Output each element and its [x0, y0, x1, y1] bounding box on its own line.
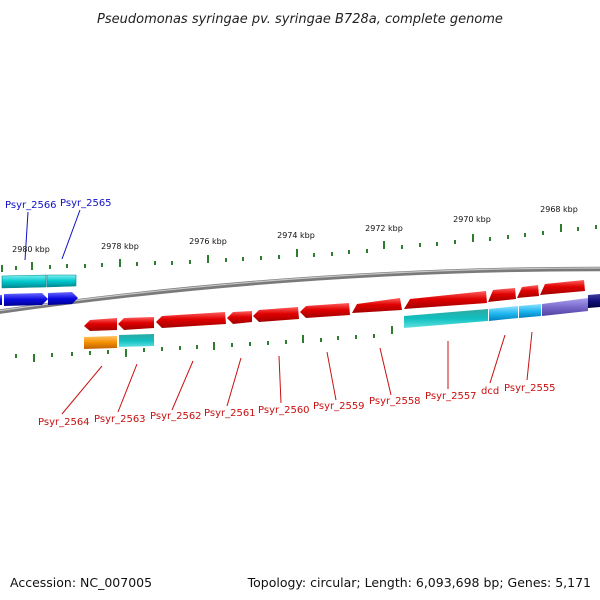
gene-red-c[interactable]	[488, 288, 516, 302]
gene-label-psyr-2560: Psyr_2560	[258, 405, 310, 416]
gene-label-psyr-2559: Psyr_2559	[313, 401, 365, 412]
gene-psyr-2562[interactable]	[156, 312, 226, 328]
upper-strand-genes	[0, 274, 600, 328]
gene-red-d[interactable]	[517, 285, 539, 298]
gene-navy-right[interactable]	[588, 294, 600, 308]
leader-lines-top	[24, 209, 81, 261]
genome-backbone	[0, 266, 600, 314]
gene-red-b[interactable]	[404, 291, 487, 309]
gene-label-psyr-2565: Psyr_2565	[60, 198, 112, 209]
gene-psyr-2563[interactable]	[118, 317, 154, 330]
gene-labels-top: Psyr_2566 Psyr_2565	[5, 198, 112, 211]
gene-psyr-2561[interactable]	[227, 311, 252, 324]
ruler-label: 2974 kbp	[277, 231, 315, 240]
gene-label-psyr-2562: Psyr_2562	[150, 411, 202, 422]
gene-psyr-2564[interactable]	[84, 318, 117, 331]
gene-psyr-2559[interactable]	[300, 303, 350, 318]
gene-label-psyr-2566: Psyr_2566	[5, 200, 57, 211]
ruler-label: 2976 kbp	[189, 237, 227, 246]
map-title: Pseudomonas syringae pv. syringae B728a,…	[97, 12, 503, 27]
gene-blue-edge[interactable]	[0, 295, 2, 305]
topology-text: Topology: circular; Length: 6,093,698 bp…	[247, 575, 591, 590]
gene-psyr-2563-cyan[interactable]	[119, 334, 154, 347]
genome-backbone-highlight	[0, 267, 600, 312]
gene-psyr-2560[interactable]	[253, 307, 299, 322]
gene-labels-bottom: Psyr_2564 Psyr_2563 Psyr_2562 Psyr_2561 …	[38, 383, 556, 428]
ruler-label: 2968 kbp	[540, 205, 578, 214]
ruler-label: 2978 kbp	[101, 242, 139, 251]
ruler-label: 2972 kbp	[365, 224, 403, 233]
ruler-ticks-upper	[1, 224, 597, 272]
gene-psyr-2557[interactable]	[404, 309, 488, 328]
gene-blue-left[interactable]	[4, 293, 48, 306]
gene-psyr-2566[interactable]	[1, 274, 47, 289]
gene-dcd[interactable]	[489, 306, 518, 321]
ruler-ticks-lower	[15, 326, 393, 362]
gene-label-psyr-2561: Psyr_2561	[204, 408, 256, 419]
gene-psyr-2565[interactable]	[46, 274, 77, 288]
gene-blue-mid[interactable]	[48, 292, 78, 305]
gene-psyr-2555-a[interactable]	[519, 304, 541, 318]
gene-label-psyr-2557: Psyr_2557	[425, 391, 477, 402]
gene-psyr-2564-orange[interactable]	[84, 336, 117, 349]
gene-label-dcd: dcd	[481, 386, 499, 397]
leader-lines-bottom	[61, 331, 533, 415]
accession-text: Accession: NC_007005	[10, 575, 152, 590]
ruler-label: 2980 kbp	[12, 245, 50, 254]
gene-red-e[interactable]	[540, 280, 585, 295]
gene-red-a[interactable]	[352, 298, 402, 313]
gene-label-psyr-2558: Psyr_2558	[369, 396, 421, 407]
lower-strand-genes	[84, 303, 350, 349]
ruler-labels: 2980 kbp 2978 kbp 2976 kbp 2974 kbp 2972…	[12, 205, 578, 254]
gene-label-psyr-2563: Psyr_2563	[94, 414, 146, 425]
ruler-label: 2970 kbp	[453, 215, 491, 224]
gene-label-psyr-2564: Psyr_2564	[38, 417, 90, 428]
gene-label-psyr-2555: Psyr_2555	[504, 383, 556, 394]
gene-psyr-2555[interactable]	[542, 298, 588, 316]
